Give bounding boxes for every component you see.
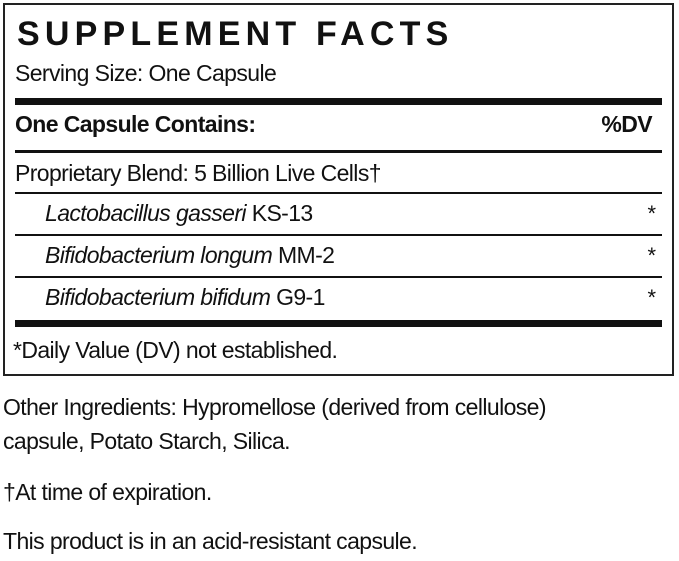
ingredient-row: Bifidobacterium longum MM-2	[45, 242, 335, 269]
dv-value: *	[647, 243, 656, 268]
strain: KS-13	[251, 200, 314, 226]
species-name: Bifidobacterium longum	[45, 242, 273, 268]
other-ingredients-line2: capsule, Potato Starch, Silica.	[3, 428, 291, 454]
dv-value: *	[647, 201, 656, 226]
header-dv: %DV	[601, 111, 652, 137]
supplement-facts-panel: SUPPLEMENT FACTS Serving Size: One Capsu…	[3, 3, 674, 376]
footnote: *Daily Value (DV) not established.	[13, 337, 338, 363]
ingredient-row: Bifidobacterium bifidum G9-1	[45, 284, 325, 311]
thick-divider	[15, 98, 662, 105]
other-ingredients-line1: Other Ingredients: Hypromellose (derived…	[3, 394, 547, 420]
ingredient-row: Lactobacillus gasseri KS-13	[45, 200, 313, 227]
divider	[15, 276, 662, 278]
serving-size: Serving Size: One Capsule	[15, 60, 277, 86]
strain: G9-1	[276, 284, 325, 310]
divider	[15, 234, 662, 236]
capsule-note: This product is in an acid-resistant cap…	[3, 528, 418, 554]
proprietary-blend: Proprietary Blend: 5 Billion Live Cells†	[15, 160, 382, 186]
expiration-note: †At time of expiration.	[3, 479, 212, 505]
divider	[15, 192, 662, 194]
thick-divider	[15, 320, 662, 327]
strain: MM-2	[277, 242, 335, 268]
dv-value: *	[647, 285, 656, 310]
divider	[15, 150, 662, 153]
header-contains: One Capsule Contains:	[15, 111, 256, 137]
species-name: Bifidobacterium bifidum	[45, 284, 271, 310]
species-name: Lactobacillus gasseri	[45, 200, 247, 226]
panel-title: SUPPLEMENT FACTS	[17, 15, 454, 53]
